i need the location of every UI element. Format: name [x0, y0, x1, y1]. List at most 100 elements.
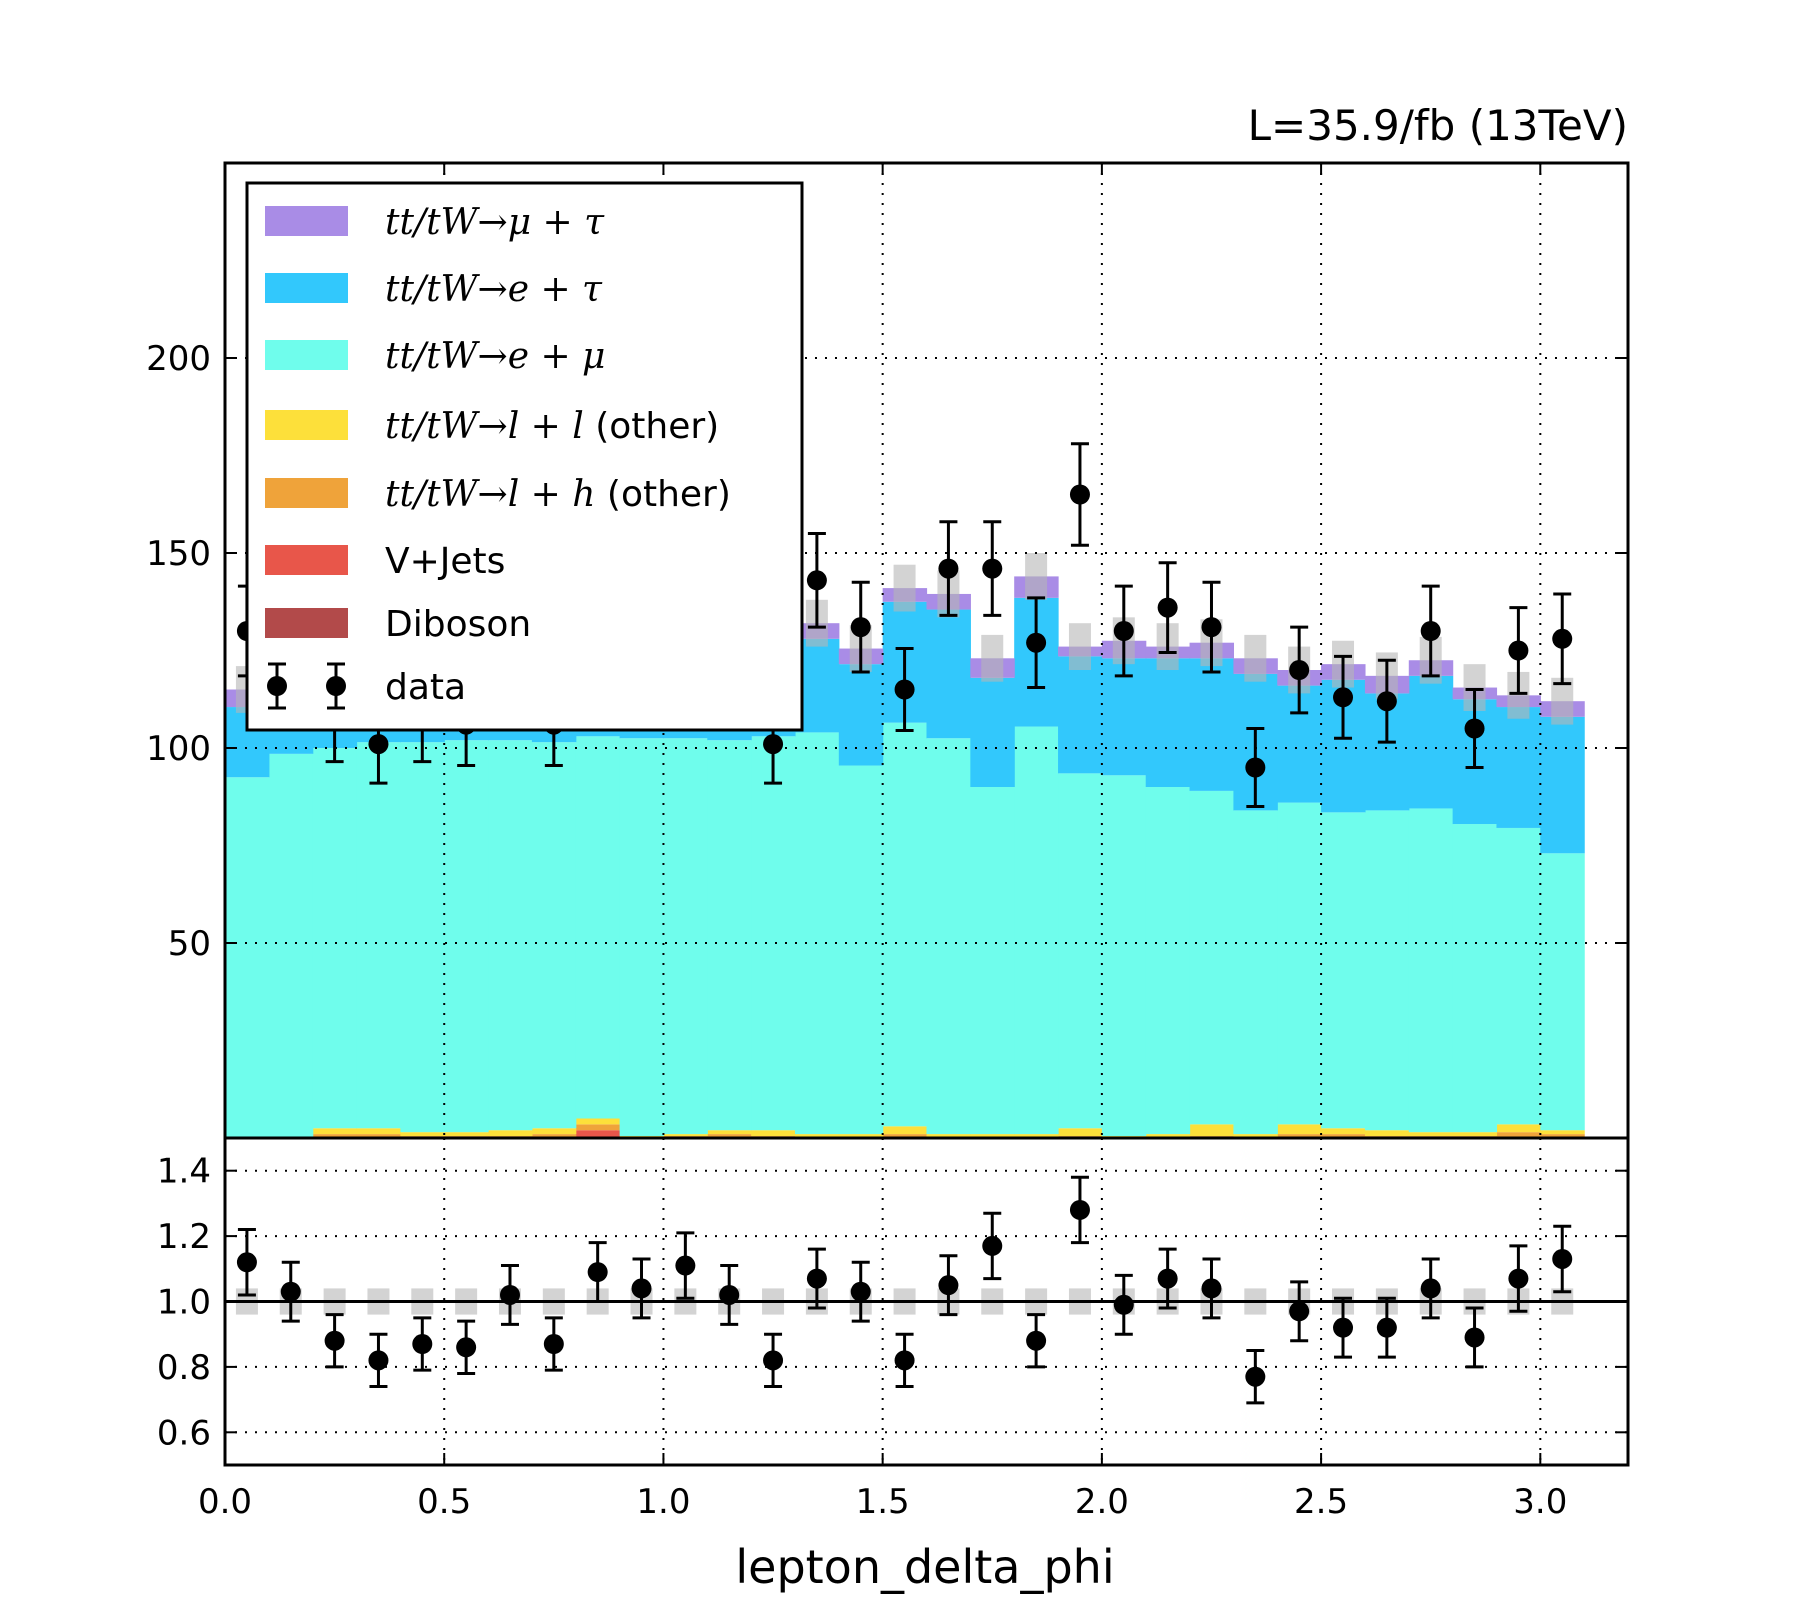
- legend-data-marker: [326, 676, 346, 696]
- y-tick-label: 200: [146, 339, 211, 379]
- ratio-point: [1464, 1327, 1485, 1348]
- stack-bar: [1452, 1132, 1498, 1137]
- stack-bar: [1014, 1134, 1059, 1138]
- stack-bar: [488, 740, 533, 1131]
- stack-bar: [1014, 726, 1059, 1135]
- data-point: [763, 734, 784, 755]
- uncertainty-box: [1463, 664, 1486, 711]
- stack-bar: [882, 722, 928, 1127]
- data-point: [1113, 621, 1134, 641]
- stack-bar: [531, 742, 577, 1129]
- y-tick-label: 100: [146, 729, 211, 769]
- legend-data-marker: [267, 676, 287, 696]
- stack-bar: [663, 738, 708, 1135]
- stack-bar: [312, 748, 358, 1129]
- stack-bar: [1540, 716, 1585, 854]
- stack-bar: [1452, 824, 1498, 1133]
- stack-bar: [444, 740, 489, 1133]
- ratio-point: [1201, 1278, 1222, 1299]
- ratio-point: [763, 1350, 784, 1371]
- y-tick-label: 50: [168, 924, 211, 964]
- stack-bar: [926, 1134, 971, 1138]
- stack-bar: [225, 777, 270, 1138]
- stack-layer-4: [225, 722, 1585, 1138]
- luminosity-label: L=35.9/fb (13TeV): [1248, 101, 1628, 150]
- ratio-point: [631, 1278, 652, 1299]
- stack-bar: [1408, 808, 1454, 1133]
- ratio-point: [938, 1275, 959, 1296]
- ratio-point: [982, 1235, 1003, 1256]
- ratio-panel: 0.6 0.8 1.0 1.2 1.4 0.0 0.5 1.0 1.5 2.0 2.5 3.0: [157, 1136, 1630, 1522]
- legend-swatch: [265, 340, 348, 370]
- ratio-point: [543, 1334, 564, 1355]
- ratio-point: [236, 1252, 257, 1273]
- stack-bar: [619, 738, 665, 1137]
- x-tick-label: 2.0: [1075, 1482, 1129, 1522]
- data-point: [938, 558, 959, 579]
- uncertainty-box: [1244, 634, 1267, 682]
- ratio-point: [806, 1268, 827, 1289]
- ratio-point: [850, 1281, 871, 1302]
- legend-swatch: [265, 608, 348, 638]
- y-tick-label: 150: [146, 534, 211, 574]
- ratio-point: [1157, 1268, 1178, 1289]
- ratio-point: [368, 1350, 389, 1371]
- data-point: [982, 558, 1003, 579]
- y-tick-label: 0.8: [157, 1348, 211, 1388]
- x-tick-label: 1.0: [636, 1482, 690, 1522]
- stack-bar: [1540, 1130, 1585, 1135]
- ratio-point: [280, 1281, 301, 1302]
- stack-bar: [400, 1132, 445, 1137]
- stack-bar: [794, 1134, 840, 1138]
- legend-swatch: [265, 273, 348, 303]
- stack-bar: [838, 765, 884, 1135]
- ratio-point: [675, 1255, 696, 1276]
- stack-bar: [356, 1134, 401, 1138]
- y-tick-label: 1.4: [157, 1152, 211, 1192]
- stack-layer-3: [312, 1118, 1585, 1138]
- y-tick-label: 1.2: [157, 1217, 211, 1257]
- stack-bar: [1540, 1134, 1585, 1138]
- stack-bar: [1233, 1134, 1278, 1138]
- legend: tt/tW→μ + τ tt/tW→e + τ tt/tW→e + μ tt/tW→l…: [245, 181, 804, 732]
- stack-bar: [356, 1128, 401, 1135]
- ratio-ticks: 0.6 0.8 1.0 1.2 1.4 0.0 0.5 1.0 1.5 2.0 2.5 3.0: [157, 1152, 1628, 1522]
- data-point: [894, 679, 915, 700]
- stack-bar: [1233, 810, 1278, 1135]
- stack-bar: [707, 1130, 752, 1135]
- stack-bar: [1496, 1132, 1541, 1138]
- data-point: [1157, 597, 1178, 618]
- legend-label: Diboson: [385, 604, 531, 645]
- legend-label: tt/tW→e + μ: [385, 336, 605, 377]
- x-tick-label: 1.5: [856, 1482, 910, 1522]
- x-tick-label: 3.0: [1513, 1482, 1567, 1522]
- stack-bar: [1496, 707, 1541, 828]
- stack-bar: [1058, 1128, 1103, 1137]
- stack-bar: [926, 738, 971, 1135]
- legend-label: tt/tW→l + h (other): [385, 474, 731, 515]
- data-point: [1508, 640, 1529, 661]
- stack-bar: [970, 787, 1015, 1135]
- stack-bar: [488, 1130, 533, 1137]
- stack-bar: [1189, 790, 1235, 1125]
- data-point: [850, 617, 871, 638]
- stack-bar: [575, 1124, 621, 1131]
- stack-bar: [707, 740, 752, 1131]
- legend-swatch: [265, 545, 348, 575]
- ratio-point: [894, 1350, 915, 1371]
- main-panel: 50 100 150 200 tt/tW→μ + τ tt/tW→e + τ tt/tW→e…: [146, 161, 1630, 1140]
- uncertainty-box: [893, 564, 916, 612]
- data-point: [1289, 660, 1310, 680]
- main-y-ticks: 50 100 150 200: [146, 163, 1628, 964]
- ratio-point: [1333, 1317, 1354, 1338]
- stack-bar: [1408, 675, 1454, 809]
- stack-bar: [663, 1134, 708, 1137]
- ratio-point: [499, 1284, 520, 1305]
- ratio-point: [587, 1262, 608, 1283]
- stack-bar: [1364, 1130, 1410, 1137]
- stack-bar: [575, 1118, 621, 1125]
- uncertainty-box: [1025, 553, 1048, 600]
- stack-bar: [1496, 827, 1541, 1125]
- stack-bar: [1321, 1128, 1366, 1135]
- main-grid: [224, 163, 1628, 1138]
